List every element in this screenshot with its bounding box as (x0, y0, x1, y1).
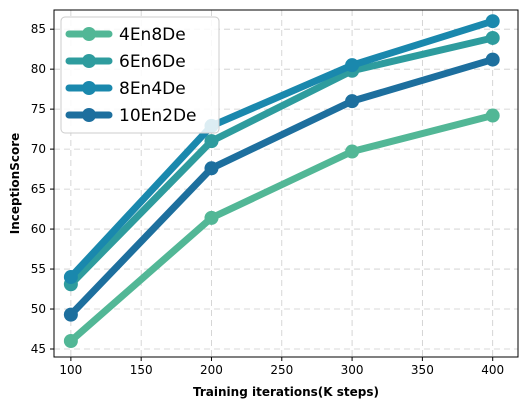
y-tick-label: 80 (31, 62, 46, 76)
series-10En2De (63, 52, 500, 322)
data-point (204, 161, 219, 176)
y-axis-ticks: 45 50 55 60 65 70 75 80 85 (31, 22, 54, 356)
legend-swatch-marker (82, 108, 96, 122)
legend-item: 4En8De (65, 25, 186, 45)
legend-item: 10En2De (65, 106, 197, 126)
y-tick-label: 45 (31, 342, 46, 356)
legend-swatch-marker (82, 27, 96, 41)
x-axis-ticks: 100 150 200 250 300 350 400 (59, 357, 504, 377)
legend-item: 8En4De (65, 79, 186, 99)
data-point (345, 144, 360, 159)
data-point (63, 334, 78, 349)
data-point (345, 58, 360, 73)
legend-swatch-marker (82, 81, 96, 95)
y-tick-label: 70 (31, 142, 46, 156)
legend-label: 10En2De (119, 106, 197, 126)
y-tick-label: 85 (31, 22, 46, 36)
data-point (485, 14, 500, 29)
series-line (67, 34, 497, 288)
data-point (204, 210, 219, 225)
x-axis-title: Training iterations(K steps) (193, 385, 379, 399)
x-tick-label: 250 (270, 363, 293, 377)
x-tick-label: 100 (59, 363, 82, 377)
legend-label: 4En8De (119, 25, 186, 45)
legend-box (60, 16, 220, 134)
y-axis-title: InceptionScore (8, 133, 22, 235)
data-point (485, 30, 500, 45)
legend-item: 6En6De (65, 52, 186, 72)
data-point (485, 108, 500, 123)
data-point (63, 307, 78, 322)
x-tick-label: 350 (411, 363, 434, 377)
series-layer (63, 14, 500, 349)
data-point (345, 94, 360, 109)
series-line (67, 112, 497, 345)
y-tick-label: 55 (31, 262, 46, 276)
x-tick-label: 150 (130, 363, 153, 377)
series-4En8De (63, 108, 500, 349)
legend: 4En8De 6En6De 8En4De 10En2De (60, 16, 220, 134)
x-tick-label: 400 (481, 363, 504, 377)
y-tick-label: 65 (31, 182, 46, 196)
legend-swatch-marker (82, 54, 96, 68)
legend-label: 6En6De (119, 52, 186, 72)
series-line (67, 17, 497, 281)
y-tick-label: 75 (31, 102, 46, 116)
data-point (63, 270, 78, 285)
y-tick-label: 50 (31, 302, 46, 316)
plot-frame (53, 9, 519, 358)
x-tick-label: 300 (341, 363, 364, 377)
data-point (485, 52, 500, 67)
series-line (67, 56, 497, 319)
legend-label: 8En4De (119, 79, 186, 99)
y-tick-label: 60 (31, 222, 46, 236)
x-tick-label: 200 (200, 363, 223, 377)
data-point (204, 134, 219, 149)
